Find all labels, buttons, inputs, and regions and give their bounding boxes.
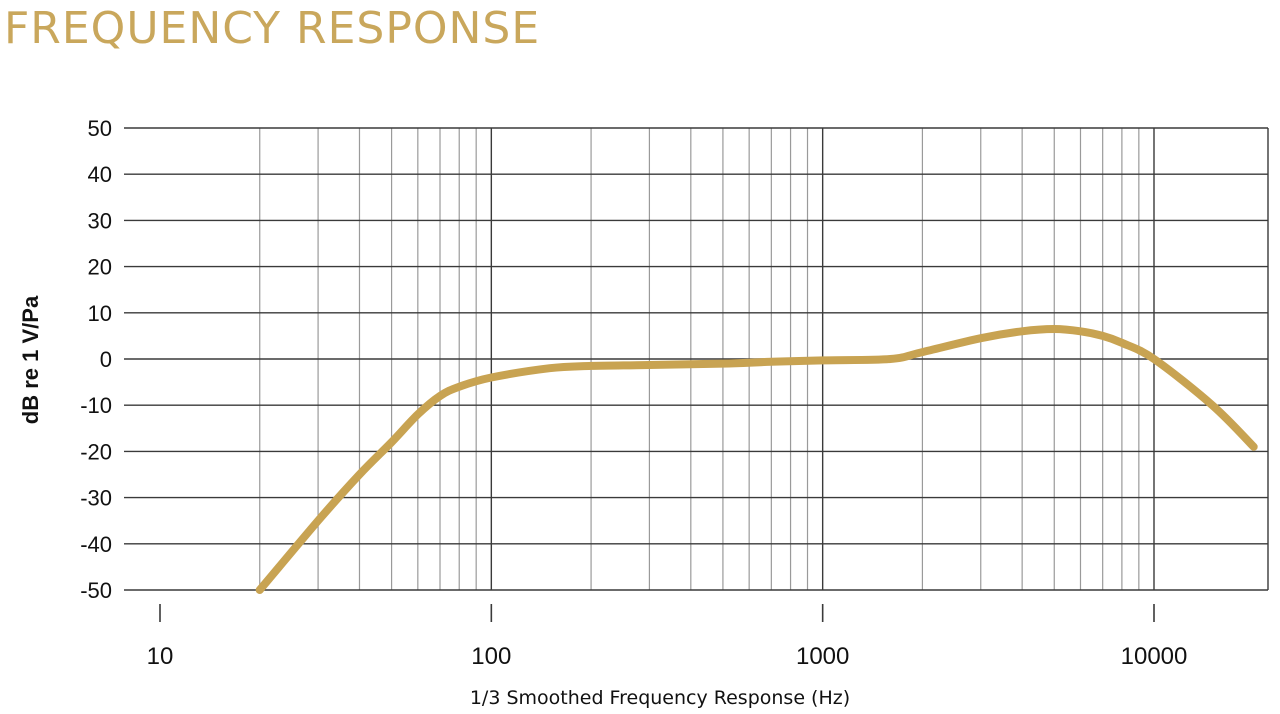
x-tick-labels: 10 100 1000 10000 <box>147 643 1188 670</box>
major-gridlines <box>124 127 1269 591</box>
y-axis-label: dB re 1 V/Pa <box>18 295 43 424</box>
y-tick-label: 30 <box>88 208 112 233</box>
y-tick-label: 0 <box>100 347 112 372</box>
x-axis-label: 1/3 Smoothed Frequency Response (Hz) <box>470 687 850 709</box>
y-tick-label: -30 <box>80 486 112 511</box>
axis-lines <box>159 604 1155 622</box>
y-tick-label: -10 <box>80 393 112 418</box>
y-tick-label: 10 <box>88 301 112 326</box>
y-tick-label: -40 <box>80 532 112 557</box>
y-tick-label: -20 <box>80 439 112 464</box>
y-tick-label: 20 <box>88 255 112 280</box>
y-tick-labels: 50 40 30 20 10 0 -10 -20 -30 -40 -50 <box>80 116 112 603</box>
series-layer <box>255 325 1258 594</box>
page-title: FREQUENCY RESPONSE <box>4 3 541 54</box>
x-tick-label: 10 <box>147 643 174 670</box>
y-tick-label: 50 <box>88 116 112 141</box>
x-tick-label: 10000 <box>1121 643 1188 670</box>
x-tick-label: 1000 <box>796 643 849 670</box>
x-tick-label: 100 <box>471 643 511 670</box>
y-tick-label: -50 <box>80 578 112 603</box>
y-tick-label: 40 <box>88 162 112 187</box>
series-line <box>255 325 1258 594</box>
